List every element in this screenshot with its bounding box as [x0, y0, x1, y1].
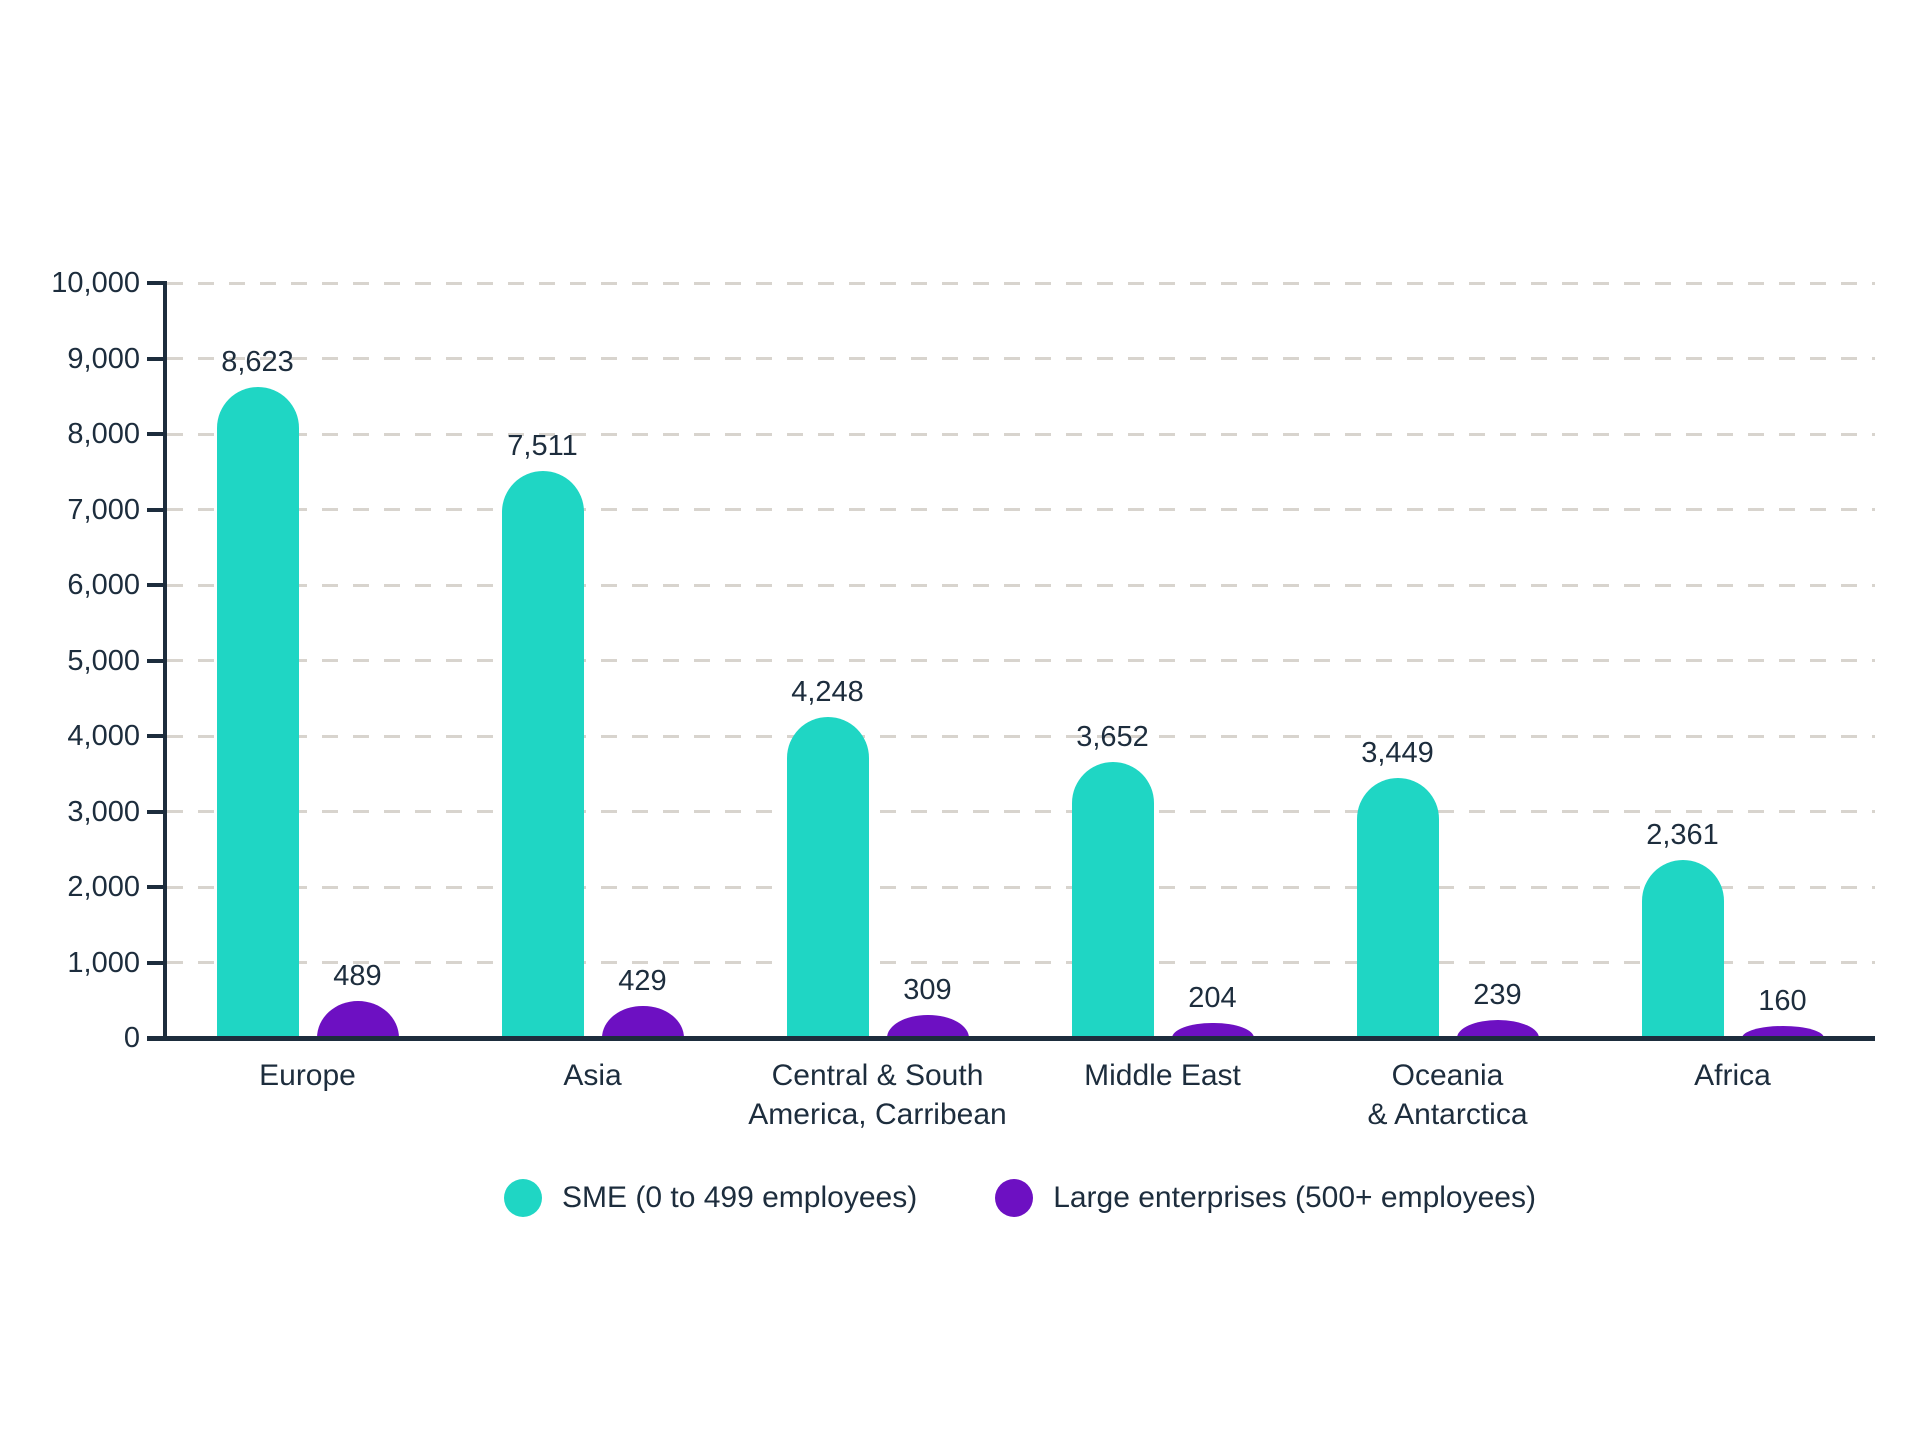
y-tick-label: 9,000	[67, 342, 140, 375]
legend-label: Large enterprises (500+ employees)	[1053, 1181, 1536, 1214]
y-tick-label: 7,000	[67, 493, 140, 526]
category-label: Central & South America, Carribean	[735, 1056, 1020, 1134]
y-tick-label: 6,000	[67, 569, 140, 601]
gridline	[167, 810, 1875, 813]
gridline	[167, 281, 1875, 285]
y-axis-tick	[147, 734, 163, 738]
category-label: Oceania & Antarctica	[1305, 1056, 1590, 1134]
bar	[886, 1014, 969, 1038]
bar	[501, 470, 584, 1038]
y-axis-tick	[147, 809, 163, 814]
category-label-line: Middle East	[1084, 1059, 1241, 1092]
y-tick-label: 5,000	[67, 644, 140, 677]
bar	[786, 717, 869, 1038]
bar-value-label: 160	[1758, 984, 1807, 1017]
y-tick-label: 2,000	[67, 871, 140, 903]
bar	[1741, 1025, 1824, 1038]
y-axis-tick	[147, 658, 163, 663]
category-label-line: Europe	[259, 1059, 356, 1092]
category-label-line: America, Carribean	[748, 1098, 1007, 1131]
bar-value-label: 2,361	[1646, 818, 1719, 851]
bar	[1356, 777, 1439, 1038]
category-label-line: Oceania	[1391, 1059, 1504, 1092]
y-tick-label: 0	[123, 1022, 140, 1054]
gridline	[167, 508, 1875, 511]
legend-swatch-circle	[504, 1179, 543, 1217]
bar	[1641, 859, 1724, 1038]
x-axis-line	[147, 1036, 1875, 1041]
y-axis-tick	[147, 432, 163, 436]
bar	[1171, 1022, 1254, 1038]
bar-value-label: 3,652	[1076, 721, 1149, 754]
category-label-line: Africa	[1694, 1059, 1771, 1092]
y-tick-label: 8,000	[67, 418, 140, 450]
y-tick-label: 10,000	[51, 267, 140, 299]
bar	[1456, 1019, 1539, 1038]
legend-item: Large enterprises (500+ employees)	[995, 1179, 1536, 1217]
bar	[1071, 762, 1154, 1038]
category-label: Europe	[165, 1056, 450, 1095]
legend-item: SME (0 to 499 employees)	[504, 1179, 917, 1217]
category-label-line: & Antarctica	[1367, 1098, 1528, 1131]
legend-label: SME (0 to 499 employees)	[562, 1181, 918, 1214]
bar-value-label: 429	[618, 964, 667, 997]
bar-value-label: 4,248	[791, 676, 864, 709]
gridline	[167, 734, 1875, 738]
gridline	[167, 885, 1875, 889]
category-label: Asia	[450, 1056, 735, 1095]
bar-value-label: 8,623	[221, 345, 294, 378]
bar-value-label: 3,449	[1361, 736, 1434, 769]
y-axis-tick	[147, 583, 163, 587]
gridline	[167, 432, 1875, 436]
plot-area: 8,623 489 7,511 429 4,248 309 3,652 204 3,449 239…	[165, 281, 1875, 1038]
gridline	[167, 659, 1875, 662]
y-axis-tick	[147, 885, 163, 889]
bar	[216, 386, 299, 1038]
gridline	[167, 583, 1875, 587]
legend-swatch-circle	[995, 1179, 1034, 1217]
y-axis-tick	[147, 356, 163, 361]
gridline	[167, 961, 1875, 964]
bar-value-label: 309	[903, 973, 952, 1006]
y-axis-tick	[147, 960, 163, 965]
gridline	[167, 357, 1875, 360]
category-label: Middle East	[1020, 1056, 1305, 1095]
legend: SME (0 to 499 employees) Large enterprise…	[165, 1163, 1875, 1233]
category-label-line: Asia	[563, 1059, 622, 1092]
y-tick-label: 1,000	[67, 946, 140, 979]
y-axis-line	[163, 281, 167, 1040]
bar	[316, 1001, 399, 1038]
y-tick-label: 3,000	[67, 795, 140, 828]
category-label: Africa	[1590, 1056, 1875, 1095]
y-axis-tick	[147, 507, 163, 512]
bar-value-label: 204	[1188, 981, 1237, 1014]
bar	[601, 1005, 684, 1038]
y-axis-tick	[147, 1036, 163, 1040]
bar-value-label: 239	[1473, 978, 1522, 1011]
category-label-line: Central & South	[771, 1059, 984, 1092]
bar-value-label: 7,511	[507, 429, 578, 462]
y-axis-tick	[147, 281, 163, 285]
y-tick-label: 4,000	[67, 720, 140, 752]
bar-value-label: 489	[333, 960, 382, 993]
